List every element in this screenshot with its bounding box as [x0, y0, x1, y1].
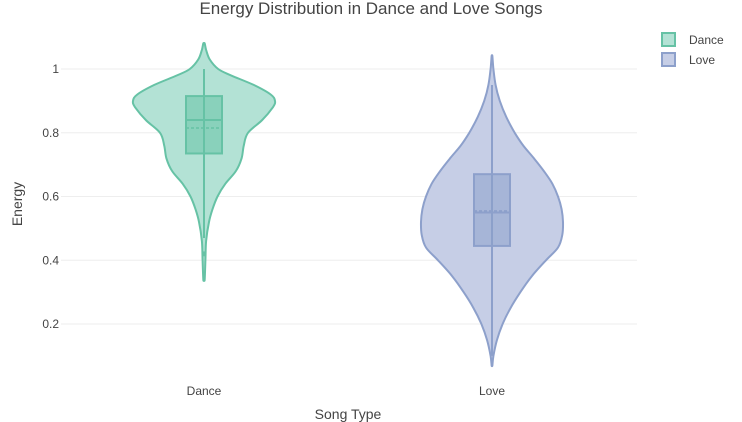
legend-swatch	[661, 52, 676, 67]
chart-title: Energy Distribution in Dance and Love So…	[199, 0, 542, 18]
legend-item-love[interactable]: Love	[661, 52, 715, 67]
x-tick-label: Dance	[187, 384, 222, 398]
x-tick-labels: Dance Love	[187, 384, 506, 398]
violin-dance[interactable]	[131, 42, 277, 282]
y-tick-label: 0.4	[42, 253, 59, 267]
y-tick-label: 0.8	[42, 126, 59, 140]
legend-label: Dance	[689, 33, 724, 47]
y-tick-label: 0.6	[42, 190, 59, 204]
x-tick-label: Love	[479, 384, 505, 398]
legend-swatch	[661, 32, 676, 47]
legend-item-dance[interactable]: Dance	[661, 32, 724, 47]
y-tick-labels: 0.2 0.4 0.6 0.8 1	[42, 62, 59, 331]
legend[interactable]: Dance Love	[661, 32, 724, 67]
y-axis-title: Energy	[9, 182, 25, 226]
y-tick-label: 1	[52, 62, 59, 76]
violins	[131, 42, 565, 368]
legend-label: Love	[689, 53, 715, 67]
box	[185, 95, 223, 155]
box	[473, 173, 511, 247]
y-tick-label: 0.2	[42, 317, 59, 331]
outlier-point[interactable]	[201, 251, 207, 257]
violin-love[interactable]	[419, 54, 565, 368]
x-axis-title: Song Type	[315, 406, 382, 422]
